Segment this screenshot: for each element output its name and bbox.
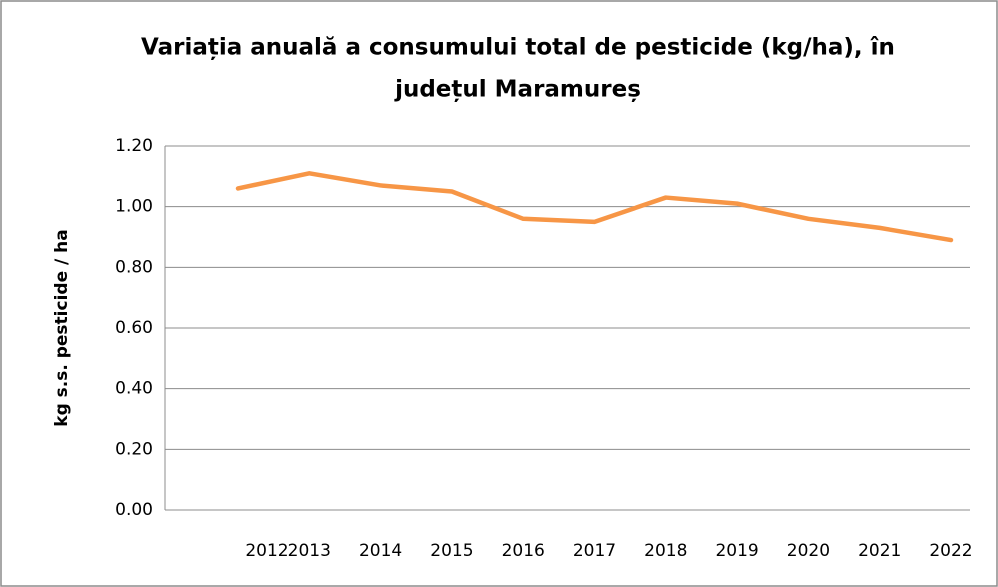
x-tick-label: 2022	[929, 541, 972, 561]
y-tick-label: 1.00	[115, 197, 153, 217]
y-tick-label: 0.80	[115, 257, 153, 277]
y-tick-label: 0.60	[115, 318, 153, 338]
x-tick-label: 2013	[288, 541, 331, 561]
y-tick-label: 0.20	[115, 439, 153, 459]
x-tick-label: 2019	[715, 541, 758, 561]
y-tick-label: 0.00	[115, 500, 153, 520]
x-tick-label: 2018	[644, 541, 687, 561]
x-tick-label: 2012	[245, 541, 288, 561]
x-tick-label: 2015	[430, 541, 473, 561]
chart-title: județul Maramureș	[394, 77, 641, 103]
x-tick-label: 2021	[858, 541, 901, 561]
x-tick-label: 2016	[502, 541, 545, 561]
x-tick-label: 2017	[573, 541, 616, 561]
y-axis-label: kg s.s. pesticide / ha	[52, 229, 72, 426]
x-tick-label: 2020	[787, 541, 830, 561]
y-tick-label: 0.40	[115, 379, 153, 399]
chart-title: Variația anuală a consumului total de pe…	[141, 35, 895, 61]
x-tick-label: 2014	[359, 541, 402, 561]
data-line	[235, 171, 954, 243]
y-tick-label: 1.20	[115, 136, 153, 156]
